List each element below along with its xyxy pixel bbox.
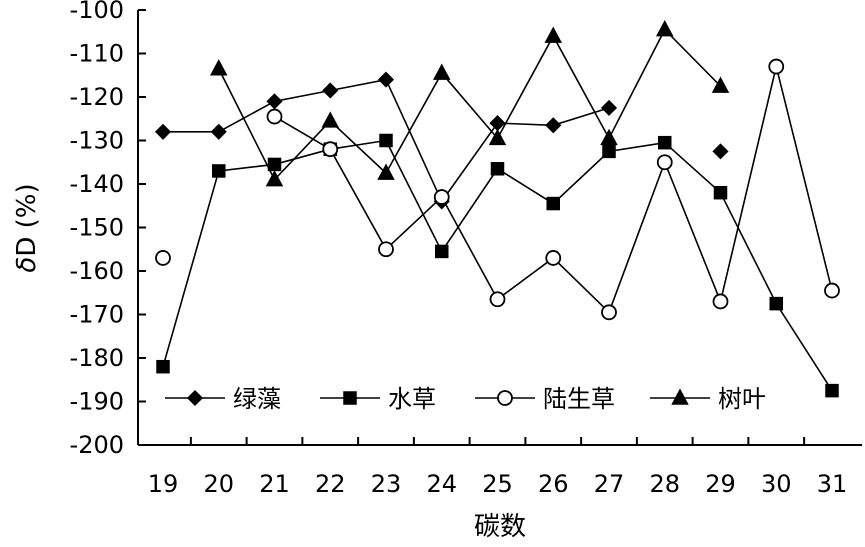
data-point-tree-leaf (600, 128, 618, 146)
data-point-green-algae (377, 71, 395, 88)
y-axis-title-text: D (%) (12, 183, 42, 256)
legend-item-green-algae: 绿藻 (165, 385, 281, 413)
legend-label: 树叶 (718, 385, 766, 413)
x-tick-label: 23 (371, 470, 402, 498)
series-line-aquatic-grass (162, 139, 833, 392)
data-point-terrestrial-grass (266, 108, 283, 125)
data-point-tree-leaf (209, 59, 228, 76)
series-layer (154, 19, 840, 398)
data-point-tree-leaf (544, 26, 563, 43)
data-point-aquatic-grass (490, 162, 505, 176)
y-tick-label: -200 (70, 431, 124, 459)
y-tick-label: -130 (70, 127, 124, 155)
data-point-terrestrial-grass (433, 189, 450, 205)
data-point-tree-leaf (265, 170, 284, 187)
data-point-aquatic-grass (658, 135, 672, 150)
legend-item-terrestrial-grass: 陆生草 (475, 385, 615, 413)
y-tick-label: -180 (70, 344, 124, 372)
y-tick-label: -120 (70, 83, 124, 111)
data-point-terrestrial-grass (322, 141, 339, 158)
y-tick-label: -150 (70, 214, 124, 242)
x-tick-label: 26 (538, 470, 569, 498)
legend-marker (343, 391, 357, 405)
data-point-aquatic-grass (769, 296, 783, 311)
data-point-aquatic-grass (602, 144, 616, 159)
x-tick-label: 25 (482, 470, 513, 498)
data-point-terrestrial-grass (545, 250, 562, 266)
legend-marker (671, 388, 689, 405)
data-point-terrestrial-grass (656, 154, 673, 171)
data-point-aquatic-grass (379, 133, 393, 148)
x-axis-title: 碳数 (474, 512, 526, 542)
series-line-terrestrial-grass (274, 66, 833, 314)
x-tick-label: 30 (761, 470, 792, 498)
x-tick-label: 21 (259, 470, 290, 498)
series-terrestrial-grass (155, 58, 840, 321)
data-point-tree-leaf (488, 128, 507, 146)
data-point-terrestrial-grass (378, 241, 394, 258)
data-point-terrestrial-grass (155, 250, 171, 266)
x-tick-label: 20 (203, 470, 234, 498)
legend-label: 水草 (388, 385, 436, 413)
data-point-terrestrial-grass (824, 282, 840, 299)
y-tick-label: -140 (70, 170, 124, 198)
y-axis-title: δD (%) (12, 183, 42, 272)
x-tick-label: 19 (148, 470, 179, 498)
data-point-aquatic-grass (713, 185, 728, 200)
series-aquatic-grass (156, 133, 839, 398)
legend-label: 绿藻 (233, 385, 281, 413)
data-point-terrestrial-grass (489, 291, 506, 308)
legend-item-aquatic-grass: 水草 (320, 385, 436, 413)
y-tick-label: -190 (70, 388, 124, 416)
legend-label: 陆生草 (543, 385, 615, 413)
data-point-aquatic-grass (156, 359, 170, 374)
y-tick-label: -160 (70, 257, 124, 285)
x-tick-label: 31 (817, 470, 848, 498)
data-point-aquatic-grass (546, 196, 560, 211)
x-tick-label: 24 (426, 470, 457, 498)
data-point-tree-leaf (655, 19, 674, 37)
x-tick-label: 29 (705, 470, 736, 498)
series-line-tree-leaf (218, 28, 722, 182)
data-point-aquatic-grass (267, 157, 282, 172)
data-point-tree-leaf (321, 111, 340, 128)
data-point-green-algae (154, 123, 172, 140)
data-point-aquatic-grass (825, 383, 839, 398)
data-point-tree-leaf (711, 76, 730, 93)
legend: 绿藻 水草 陆生草 树叶 (165, 385, 766, 413)
data-point-green-algae (322, 82, 339, 99)
data-point-terrestrial-grass (768, 58, 785, 75)
data-point-terrestrial-grass (601, 304, 617, 321)
data-point-green-algae (210, 123, 227, 140)
y-tick-label: -110 (70, 40, 124, 68)
data-point-aquatic-grass (212, 164, 226, 178)
series-tree-leaf (209, 19, 730, 187)
data-point-green-algae (545, 117, 562, 134)
data-point-green-algae (266, 93, 283, 110)
legend-item-tree-leaf: 树叶 (650, 385, 766, 413)
x-tick-label: 28 (649, 470, 680, 498)
y-tick-label: -170 (70, 301, 124, 329)
x-tick-label: 22 (315, 470, 346, 498)
y-tick-label: -100 (70, 0, 124, 24)
axes (137, 9, 862, 446)
data-point-terrestrial-grass (712, 293, 729, 310)
y-axis-title-symbol: δ (12, 257, 42, 273)
data-point-aquatic-grass (435, 244, 449, 259)
y-tick-labels: -100 -110 -120 -130 -140 -150 -160 -170 -180 -190… (70, 0, 124, 459)
data-point-tree-leaf (432, 63, 451, 80)
legend-marker (497, 390, 513, 406)
data-point-green-algae (600, 99, 618, 116)
x-tick-label: 27 (594, 470, 625, 498)
x-tick-labels: 19 20 21 22 23 24 25 26 27 28 29 30 31 (148, 470, 848, 498)
legend-marker (186, 389, 204, 407)
data-point-tree-leaf (377, 163, 395, 180)
data-point-green-algae (712, 143, 729, 160)
series-green-algae (154, 71, 729, 210)
